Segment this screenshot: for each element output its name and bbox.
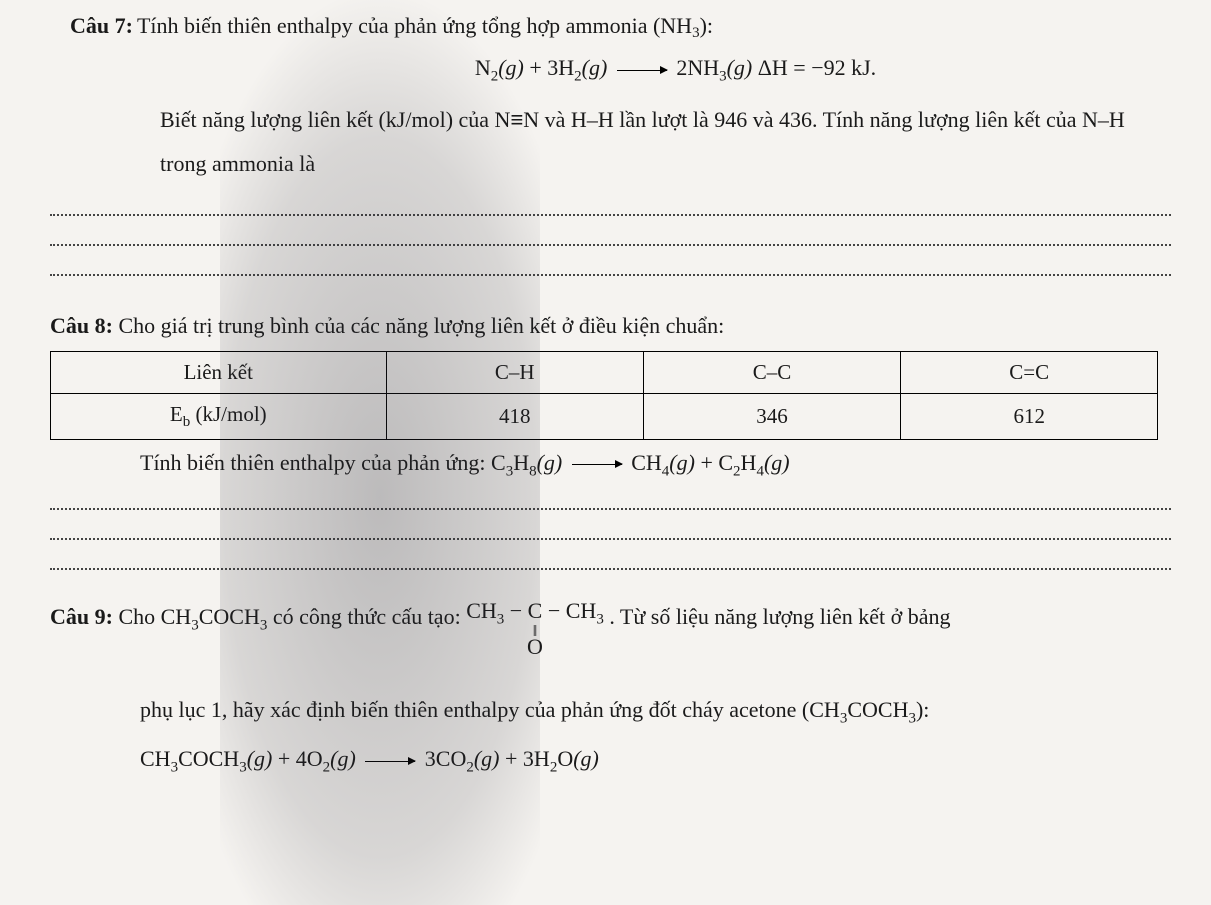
- q8-g1: (g): [537, 450, 563, 475]
- q9e-lg2: (g): [330, 746, 356, 771]
- q9e-rg2: (g): [573, 746, 599, 771]
- question-7: Câu 7: Tính biến thiên enthalpy của phản…: [70, 8, 1181, 186]
- q9e-ls2: 3: [239, 760, 247, 776]
- eq-n2: N: [475, 55, 491, 80]
- q9e-r1: 3CO: [425, 746, 467, 771]
- eq-deltah: ΔH = −92 kJ.: [752, 55, 876, 80]
- st-o: O: [466, 636, 604, 658]
- q9-label: Câu 9:: [50, 604, 113, 629]
- answer-line: [50, 538, 1171, 540]
- q8-plus: + C: [695, 450, 733, 475]
- col-header-cdc: C=C: [901, 351, 1158, 393]
- col-header-cc: C–C: [643, 351, 900, 393]
- q8-rs3: 4: [756, 463, 764, 479]
- eb-label-b: (kJ/mol): [190, 402, 266, 426]
- q8-a2: H: [513, 450, 529, 475]
- q8-rg2: (g): [764, 450, 790, 475]
- bond-energy-table: Liên kết C–H C–C C=C Eb (kJ/mol) 418 346…: [50, 351, 1158, 440]
- q7-text-end: ):: [700, 13, 713, 38]
- q8-label: Câu 8:: [50, 313, 113, 338]
- q8-r2: H: [741, 450, 757, 475]
- q9e-r3: O: [557, 746, 573, 771]
- q9e-rs1: 2: [466, 760, 474, 776]
- q9e-rg1: (g): [474, 746, 500, 771]
- st-s2: 3: [596, 612, 604, 628]
- q8-prompt: Câu 8: Cho giá trị trung bình của các nă…: [50, 308, 1181, 343]
- question-9: Câu 9: Cho CH3COCH3 có công thức cấu tạo…: [50, 600, 1181, 784]
- eq-plus1: + 3H: [524, 55, 574, 80]
- q9-s1: 3: [191, 618, 199, 634]
- q7-label: Câu 7:: [70, 13, 133, 38]
- q7-text: Tính biến thiên enthalpy của phản ứng tổ…: [137, 13, 692, 38]
- answer-line: [50, 214, 1171, 216]
- val-ch: 418: [386, 393, 643, 439]
- eq-g2: (g): [582, 55, 608, 80]
- q7-equation: N2(g) + 3H2(g) 2NH3(g) ΔH = −92 kJ.: [70, 55, 1181, 85]
- col-header-ch: C–H: [386, 351, 643, 393]
- q8-eq-intro: Tính biến thiên enthalpy của phản ứng: C: [140, 450, 506, 475]
- q8-equation: Tính biến thiên enthalpy của phản ứng: C…: [140, 450, 1181, 480]
- answer-line: [50, 274, 1171, 276]
- q7-prompt: Câu 7: Tính biến thiên enthalpy của phản…: [70, 8, 1181, 45]
- q9-cc: ):: [916, 697, 929, 722]
- q7-text-sub: 3: [692, 25, 700, 41]
- q9e-l3: + 4O: [272, 746, 322, 771]
- eb-label-a: E: [170, 402, 183, 426]
- triple-bond-icon: ≡: [510, 107, 523, 132]
- question-8: Câu 8: Cho giá trị trung bình của các nă…: [50, 308, 1181, 481]
- q8-rg1: (g): [669, 450, 695, 475]
- q9e-l2: COCH: [178, 746, 239, 771]
- q9-ca: phụ lục 1, hãy xác định biến thiên entha…: [140, 697, 840, 722]
- q9e-ls1: 3: [171, 760, 179, 776]
- structural-formula: CH3 − C − CH3 ‖ O: [466, 600, 604, 657]
- eq-nh3-sub: 3: [719, 69, 727, 85]
- reaction-arrow-icon: [365, 761, 415, 762]
- q9-td: . Từ số liệu năng lượng liên kết ở bảng: [609, 604, 950, 629]
- reaction-arrow-icon: [617, 70, 667, 71]
- q8-intro-text: Cho giá trị trung bình của các năng lượn…: [118, 313, 724, 338]
- q8-s2: 8: [529, 463, 537, 479]
- st-b: − C − CH: [504, 598, 596, 623]
- q9-tb: COCH: [199, 604, 260, 629]
- q8-rs2: 2: [733, 463, 741, 479]
- q7-continuation: Biết năng lượng liên kết (kJ/mol) của N≡…: [160, 98, 1161, 186]
- q9e-r2: + 3H: [500, 746, 550, 771]
- col-header-bond: Liên kết: [51, 351, 387, 393]
- eq-nh3: 2NH: [676, 55, 719, 80]
- q9-continuation: phụ lục 1, hãy xác định biến thiên entha…: [140, 686, 1181, 785]
- table-header-row: Liên kết C–H C–C C=C: [51, 351, 1158, 393]
- val-cc: 346: [643, 393, 900, 439]
- table-data-row: Eb (kJ/mol) 418 346 612: [51, 393, 1158, 439]
- val-cdc: 612: [901, 393, 1158, 439]
- reaction-arrow-icon: [572, 464, 622, 465]
- q7-cont-a: Biết năng lượng liên kết (kJ/mol) của N: [160, 107, 510, 132]
- q9-tc: có công thức cấu tạo:: [267, 604, 466, 629]
- q9-cb: COCH: [847, 697, 908, 722]
- eq-h2-sub: 2: [574, 69, 582, 85]
- q9e-l1: CH: [140, 746, 171, 771]
- answer-line: [50, 568, 1171, 570]
- q9e-lg1: (g): [247, 746, 273, 771]
- q9-equation: CH3COCH3(g) + 4O2(g) 3CO2(g) + 3H2O(g): [140, 735, 1181, 784]
- q9-cs2: 3: [908, 710, 916, 726]
- eq-g3: (g): [727, 55, 753, 80]
- q8-r1: CH: [631, 450, 662, 475]
- answer-line: [50, 508, 1171, 510]
- eq-g1: (g): [498, 55, 524, 80]
- st-a: CH: [466, 598, 497, 623]
- q9-ta: Cho CH: [118, 604, 191, 629]
- row-label: Eb (kJ/mol): [51, 393, 387, 439]
- q9-cont-line: phụ lục 1, hãy xác định biến thiên entha…: [140, 686, 1181, 735]
- answer-line: [50, 244, 1171, 246]
- q9-prompt: Câu 9: Cho CH3COCH3 có công thức cấu tạo…: [50, 600, 1181, 657]
